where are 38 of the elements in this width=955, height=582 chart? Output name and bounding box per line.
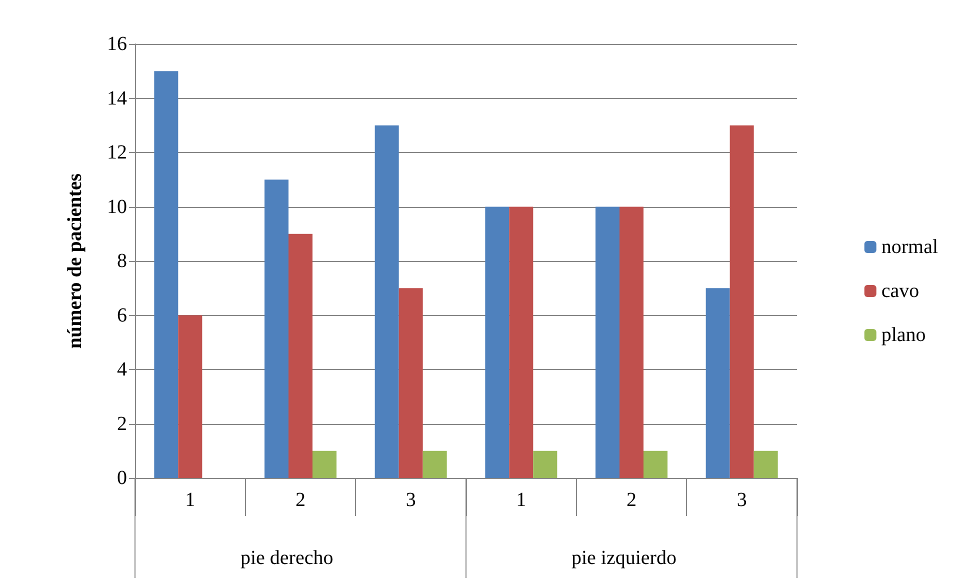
bar <box>422 450 447 478</box>
bar <box>485 206 510 478</box>
x-tick-label: 2 <box>296 489 306 511</box>
y-tick-label: 8 <box>117 250 127 272</box>
bar <box>178 315 202 478</box>
bar <box>398 288 423 478</box>
x-tick-label: 3 <box>406 489 416 511</box>
text: pie izquierdo <box>572 547 676 569</box>
legend-label: plano <box>881 324 926 346</box>
y-tick-label: 2 <box>117 412 127 435</box>
y-tick-label: 10 <box>107 196 127 218</box>
bar <box>620 206 644 478</box>
x-tick-label: 3 <box>736 489 747 511</box>
x-tick-label: 1 <box>516 489 526 511</box>
legend-label: cavo <box>881 280 920 302</box>
bar <box>288 234 312 478</box>
y-tick-label: 14 <box>107 87 127 110</box>
y-tick-label: 4 <box>117 358 127 380</box>
y-axis-title: número de pacientes <box>64 173 86 349</box>
bar <box>509 206 534 478</box>
bar <box>644 450 668 478</box>
y-tick-label: 12 <box>107 142 127 164</box>
x-tick-label: 1 <box>185 489 196 511</box>
bar <box>596 206 620 478</box>
bar <box>374 125 399 478</box>
bar <box>533 450 558 478</box>
x-tick-label: 2 <box>626 489 636 511</box>
y-tick-label: 6 <box>117 304 127 326</box>
bar <box>706 288 730 478</box>
bar <box>264 180 288 478</box>
bar <box>754 450 778 478</box>
y-tick-label: 0 <box>117 467 127 489</box>
bar <box>154 71 178 478</box>
y-tick-label: 16 <box>107 33 127 55</box>
text: pie derecho <box>240 547 334 569</box>
bar <box>312 450 336 478</box>
legend-label: normal <box>881 236 938 258</box>
bar <box>730 125 754 478</box>
